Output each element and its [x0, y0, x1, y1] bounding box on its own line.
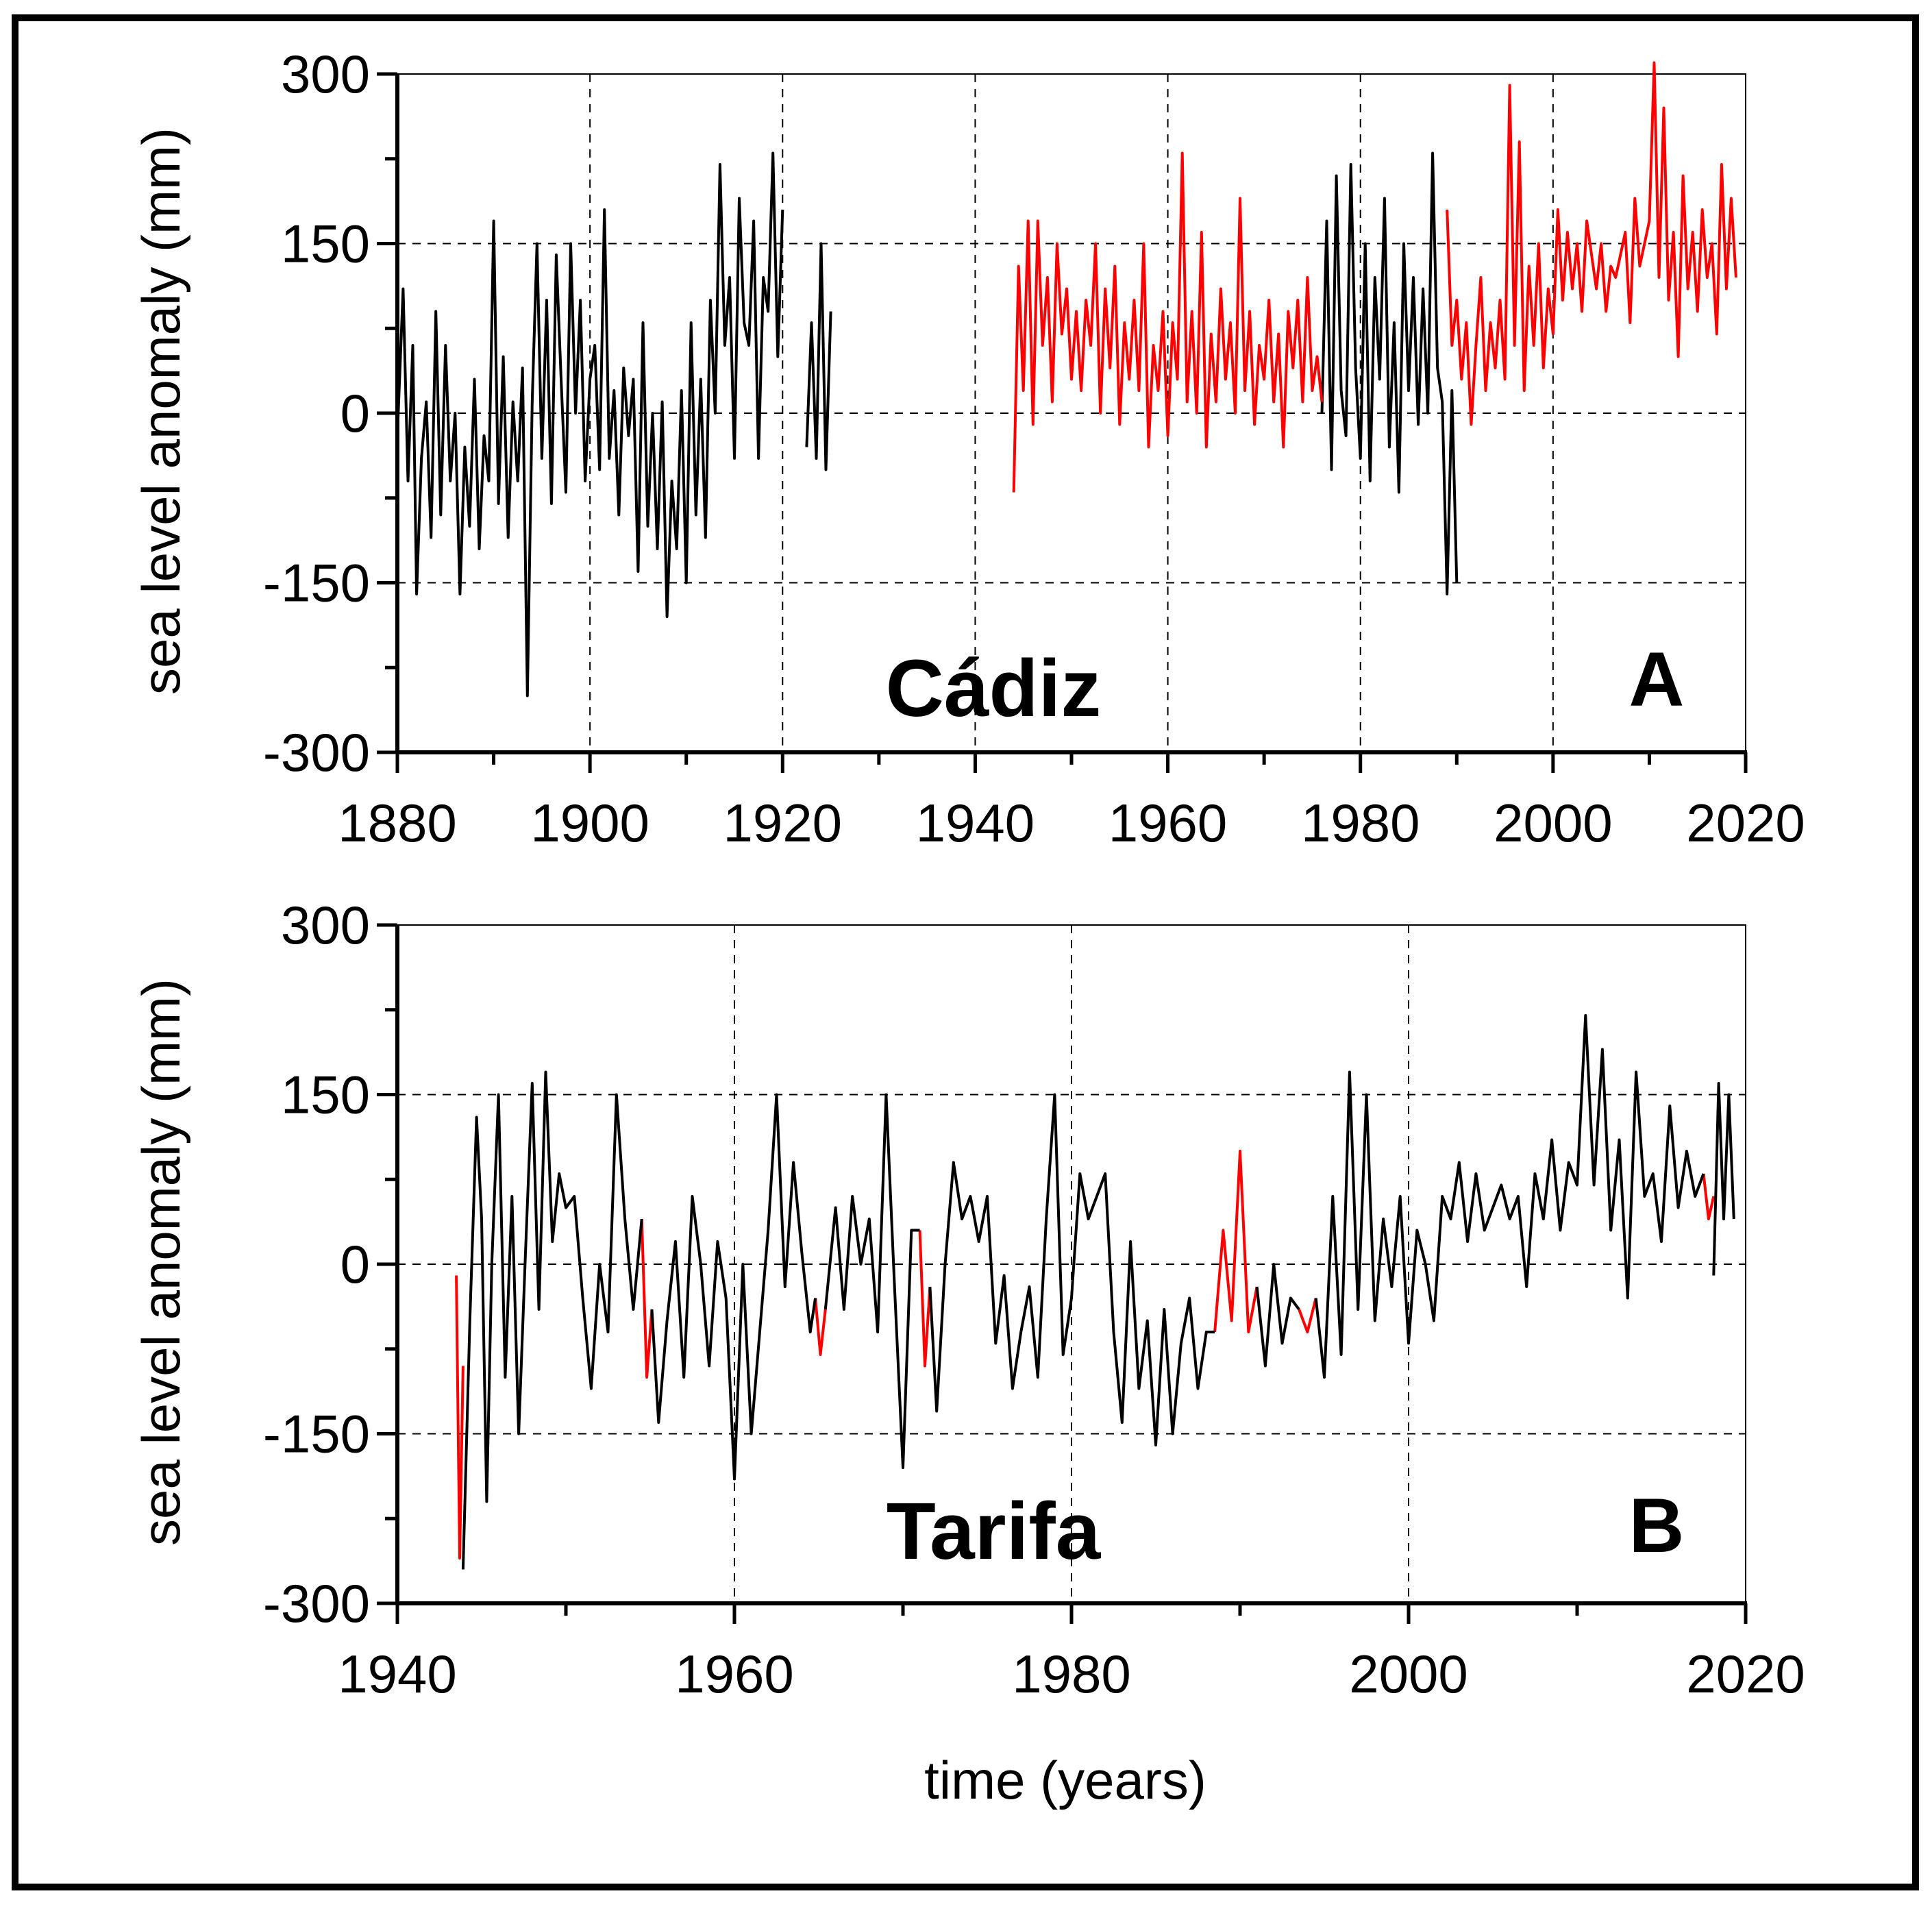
series-reconstructed-b-segment-4: [1213, 1150, 1259, 1333]
x-tick-label-b: 2000: [1349, 1644, 1468, 1704]
series-observed-b-segment-4: [1255, 1263, 1300, 1368]
x-tick-label-a: 2020: [1686, 793, 1805, 853]
x-tick-label-a: 1920: [723, 793, 843, 853]
series-reconstructed-b-segment-6: [1702, 1173, 1716, 1220]
station-label-tarifa: Tarifa: [887, 1486, 1102, 1577]
y-tick-label-a: -150: [263, 553, 370, 613]
series-observed-a-segment-1: [805, 242, 832, 471]
series-reconstructed-b-segment-2: [814, 1298, 827, 1356]
x-tick-label-b: 1980: [1012, 1644, 1131, 1704]
series-reconstructed-b-segment-5: [1298, 1298, 1317, 1333]
x-tick-label-b: 2020: [1686, 1644, 1805, 1704]
panel-a: sea level anomaly (mm) Cádiz A 300 150 0 -1…: [131, 44, 1805, 853]
series-observed-b-segment-3: [928, 1093, 1215, 1446]
y-tick-label-b: -150: [263, 1404, 370, 1464]
panel-letter-b: B: [1629, 1483, 1685, 1568]
station-label-cadiz: Cádiz: [886, 643, 1102, 734]
x-axis-title: time (years): [924, 1750, 1206, 1810]
series-observed-b-segment-5: [1314, 1014, 1705, 1379]
x-tick-label-a: 1960: [1109, 793, 1228, 853]
series-observed-b-segment-1: [650, 1093, 817, 1481]
x-tick-label-a: 2000: [1494, 793, 1613, 853]
y-tick-label-a: 0: [340, 383, 370, 443]
x-tick-label-a: 1980: [1301, 793, 1420, 853]
x-tick-label-a: 1880: [338, 793, 457, 853]
x-tick-label-b: 1940: [338, 1644, 457, 1704]
y-axis-title-b: sea level anomaly (mm): [131, 978, 191, 1546]
series-reconstructed-b-segment-3: [918, 1230, 932, 1368]
y-tick-label-a: 300: [281, 44, 370, 104]
y-tick-label-b: -300: [263, 1573, 370, 1633]
x-tick-label-b: 1960: [675, 1644, 794, 1704]
y-tick-label-b: 300: [281, 895, 370, 955]
series-observed-b-segment-2: [823, 1093, 920, 1469]
series-reconstructed-a-segment-1: [1446, 61, 1737, 426]
x-tick-label-a: 1900: [530, 793, 649, 853]
outer-frame: [12, 14, 1919, 1890]
series-reconstructed-b-segment-1: [640, 1218, 654, 1379]
series-observed-a-segment-0: [396, 151, 784, 698]
series-observed-b-segment-6: [1712, 1082, 1735, 1276]
series-reconstructed-a-segment-0: [1012, 151, 1324, 493]
panel-b: sea level anomaly (mm) Tarifa B time (ye…: [131, 895, 1805, 1810]
y-tick-label-b: 150: [281, 1065, 370, 1125]
x-tick-label-a: 1940: [916, 793, 1035, 853]
y-axis-title-a: sea level anomaly (mm): [131, 127, 191, 695]
panel-letter-a: A: [1629, 637, 1685, 722]
series-observed-b-segment-0: [461, 1070, 643, 1570]
y-tick-label-b: 0: [340, 1234, 370, 1294]
series-observed-a-segment-2: [1320, 151, 1459, 595]
y-tick-label-a: 150: [281, 214, 370, 274]
series-reconstructed-b-segment-0: [455, 1275, 465, 1559]
y-tick-label-a: -300: [263, 722, 370, 782]
